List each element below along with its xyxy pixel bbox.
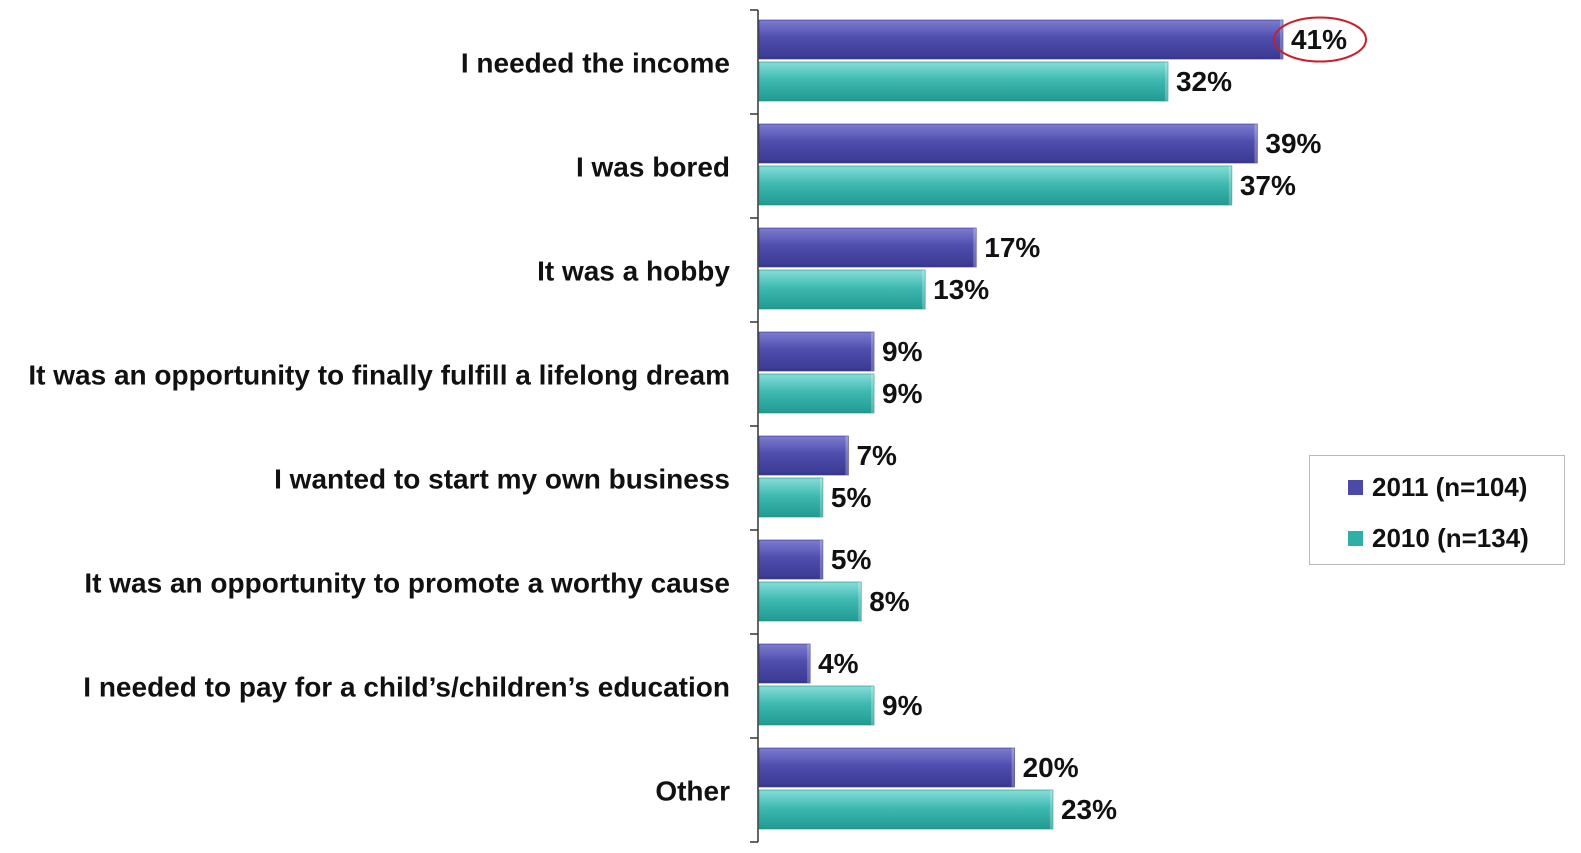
highlight-ellipse bbox=[1272, 16, 1367, 63]
legend-label-2010: 2010 (n=134) bbox=[1372, 522, 1529, 553]
legend-item-2010: 2010 (n=134) bbox=[1348, 523, 1529, 553]
bar-edge-highlight bbox=[871, 374, 875, 413]
bar-2010 bbox=[758, 789, 1054, 830]
bar-2010 bbox=[758, 685, 875, 726]
category-label: It was a hobby bbox=[537, 255, 730, 286]
legend: 2011 (n=104) 2010 (n=134) bbox=[1309, 455, 1565, 565]
category-label: I was bored bbox=[576, 151, 730, 182]
bar-2010 bbox=[758, 269, 926, 310]
bar-edge-highlight bbox=[871, 686, 875, 725]
bar-edge-highlight bbox=[922, 270, 926, 309]
data-label: 5% bbox=[831, 544, 872, 575]
bar-2011 bbox=[758, 539, 824, 580]
category-label: I needed the income bbox=[461, 47, 730, 78]
category-label: It was an opportunity to finally fulfill… bbox=[28, 359, 730, 390]
bars bbox=[758, 19, 1284, 830]
legend-label-2011: 2011 (n=104) bbox=[1372, 471, 1528, 502]
data-label: 41% bbox=[1291, 24, 1347, 55]
bar-edge-highlight bbox=[1254, 124, 1258, 163]
category-label: I needed to pay for a child’s/children’s… bbox=[83, 671, 730, 702]
bar-2011 bbox=[758, 643, 811, 684]
data-label: 23% bbox=[1061, 794, 1117, 825]
category-label: It was an opportunity to promote a worth… bbox=[84, 567, 730, 598]
legend-item-2011: 2011 (n=104) bbox=[1348, 472, 1527, 502]
bar-edge-highlight bbox=[819, 540, 823, 579]
category-axis bbox=[750, 9, 759, 843]
data-label: 39% bbox=[1265, 128, 1321, 159]
data-label: 8% bbox=[869, 586, 910, 617]
bar-2011 bbox=[758, 123, 1258, 164]
bar-2011 bbox=[758, 331, 875, 372]
bar-2011 bbox=[758, 435, 849, 476]
bar-2010 bbox=[758, 581, 862, 622]
data-label: 13% bbox=[933, 274, 989, 305]
bar-edge-highlight bbox=[858, 582, 862, 621]
bar-2010 bbox=[758, 165, 1233, 206]
bar-edge-highlight bbox=[807, 644, 811, 683]
data-label: 4% bbox=[818, 648, 859, 679]
bar-edge-highlight bbox=[1279, 20, 1283, 59]
data-label: 17% bbox=[984, 232, 1040, 263]
bar-edge-highlight bbox=[1228, 166, 1232, 205]
bar-2010 bbox=[758, 373, 875, 414]
labels: I needed the income 41% 32% I was bored 39% 3… bbox=[28, 16, 1367, 825]
data-label: 37% bbox=[1240, 170, 1296, 201]
bar-2011 bbox=[758, 227, 977, 268]
data-label: 32% bbox=[1176, 66, 1232, 97]
legend-swatch-2011 bbox=[1348, 479, 1363, 495]
bar-edge-highlight bbox=[1049, 790, 1053, 829]
bar-2011 bbox=[758, 19, 1284, 60]
bar-2011 bbox=[758, 747, 1015, 788]
data-label: 5% bbox=[831, 482, 872, 513]
data-label: 9% bbox=[882, 336, 923, 367]
bar-edge-highlight bbox=[845, 436, 849, 475]
legend-swatch-2010 bbox=[1348, 530, 1363, 546]
bar-edge-highlight bbox=[871, 332, 875, 371]
bar-edge-highlight bbox=[1011, 748, 1015, 787]
bar-2010 bbox=[758, 61, 1169, 102]
bar-2010 bbox=[758, 477, 824, 518]
data-label: 9% bbox=[882, 690, 923, 721]
data-label: 20% bbox=[1023, 752, 1079, 783]
bar-edge-highlight bbox=[819, 478, 823, 517]
bar-edge-highlight bbox=[1164, 62, 1168, 101]
category-label: Other bbox=[655, 775, 730, 806]
bar-edge-highlight bbox=[973, 228, 977, 267]
category-label: I wanted to start my own business bbox=[274, 463, 730, 494]
data-label: 7% bbox=[856, 440, 897, 471]
data-label: 9% bbox=[882, 378, 923, 409]
